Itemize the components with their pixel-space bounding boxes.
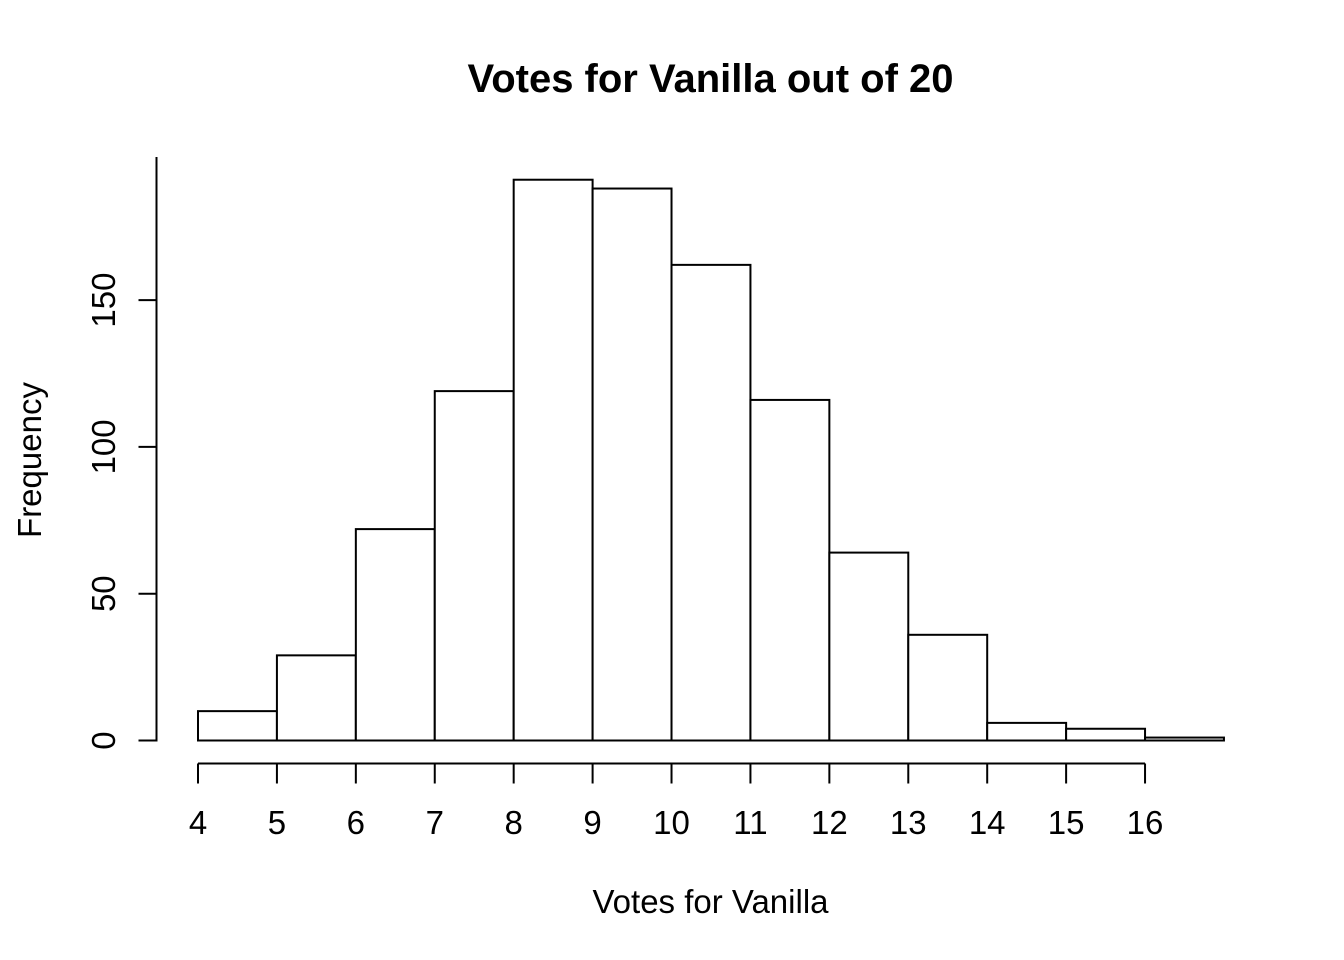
- chart-title: Votes for Vanilla out of 20: [467, 57, 954, 101]
- histogram-bar: [512, 178, 594, 742]
- histogram-bar: [433, 390, 515, 742]
- x-tick-label: 8: [505, 804, 523, 841]
- y-tick-label: 100: [85, 419, 122, 474]
- x-tick-label: 15: [1048, 804, 1085, 841]
- x-tick-label: 10: [653, 804, 690, 841]
- histogram-bar: [828, 551, 910, 742]
- y-tick-label: 50: [85, 575, 122, 612]
- y-axis-label: Frequency: [11, 382, 48, 538]
- histogram-bar: [275, 654, 357, 742]
- x-tick-label: 7: [426, 804, 444, 841]
- x-tick-label: 5: [268, 804, 286, 841]
- histogram-bar: [670, 263, 752, 742]
- x-tick-label: 9: [583, 804, 601, 841]
- x-tick-label: 16: [1127, 804, 1164, 841]
- x-tick-label: 14: [969, 804, 1006, 841]
- histogram-bar: [1065, 727, 1147, 742]
- x-axis-label: Votes for Vanilla: [592, 883, 829, 920]
- histogram-bar: [197, 710, 278, 742]
- histogram-bar: [749, 398, 831, 742]
- y-tick-label: 150: [85, 273, 122, 328]
- x-tick-label: 13: [890, 804, 927, 841]
- x-tick-label: 6: [347, 804, 365, 841]
- y-tick-label: 0: [85, 731, 122, 749]
- histogram-bar: [1144, 736, 1225, 742]
- histogram-bar: [907, 633, 989, 742]
- x-tick-label: 4: [189, 804, 207, 841]
- histogram-bar: [354, 528, 436, 742]
- histogram-bar: [591, 187, 673, 742]
- histogram-bar: [986, 721, 1068, 742]
- x-tick-label: 11: [733, 804, 767, 841]
- x-tick-label: 12: [811, 804, 848, 841]
